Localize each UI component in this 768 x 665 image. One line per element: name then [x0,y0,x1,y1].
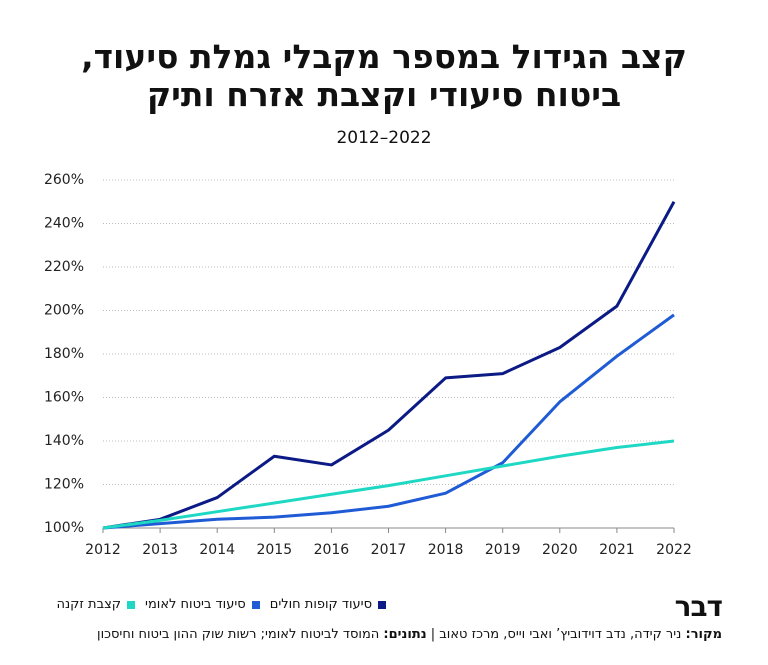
y-tick-label: 100% [44,520,84,536]
legend-label: סיעוד קופות חולים [269,597,372,612]
y-tick-label: 240% [44,216,84,232]
legend-item: סיעוד ביטוח לאומי [145,597,260,612]
series-line [102,439,675,530]
y-tick-label: 140% [44,433,84,449]
data-source: המוסד לביטוח לאומי; רשות שוק ההון ביטוח … [97,627,380,642]
y-tick-label: 220% [44,259,84,275]
x-tick-label: 2013 [142,542,178,558]
legend-swatch [378,600,386,609]
chart-subtitle: 2012–2022 [336,128,432,148]
y-tick-label: 160% [44,390,84,406]
title-line: ביטוח סיעודי וקצבת אזרח ותיק [146,75,622,114]
x-tick-label: 2022 [656,542,692,558]
x-tick-label: 2012 [85,542,121,558]
series-line [102,201,676,530]
legend-label: סיעוד ביטוח לאומי [145,597,246,612]
y-tick-label: 120% [44,477,84,493]
x-tick-label: 2020 [542,542,578,558]
x-tick-label: 2016 [314,542,350,558]
x-tick-label: 2014 [199,542,235,558]
source: ניר קידה, נדב דוידוביץ’ ואבי וייס, מרכז … [430,627,682,642]
y-tick-label: 200% [44,303,84,319]
x-tick-label: 2018 [428,542,464,558]
legend-swatch [251,600,260,609]
x-tick-label: 2015 [256,542,292,558]
x-tick-label: 2019 [485,542,521,558]
legend-label: קצבת זקנה [56,597,122,612]
chart-title: קצב הגידול במספר מקבלי גמלת סיעוד, ביטוח… [0,38,768,114]
x-tick-label: 2017 [371,542,407,558]
legend-item: קצבת זקנה [56,597,136,612]
y-tick-label: 180% [44,346,84,362]
x-tick-label: 2021 [599,542,635,558]
title-line: קצב הגידול במספר מקבלי גמלת סיעוד, [81,37,687,76]
legend: סיעוד קופות חולים סיעוד ביטוח לאומי קצבת ז… [56,597,386,612]
legend-swatch [127,600,136,609]
footer: מקור: ניר קידה, נדב דוידוביץ’ ואבי וייס,… [97,627,722,642]
y-tick-label: 260% [44,172,84,188]
data-label: נתונים: [383,627,427,642]
source-label: מקור: [685,627,722,642]
series-line [102,313,675,530]
legend-item: סיעוד קופות חולים [270,597,386,612]
logo: דבר [674,590,723,623]
